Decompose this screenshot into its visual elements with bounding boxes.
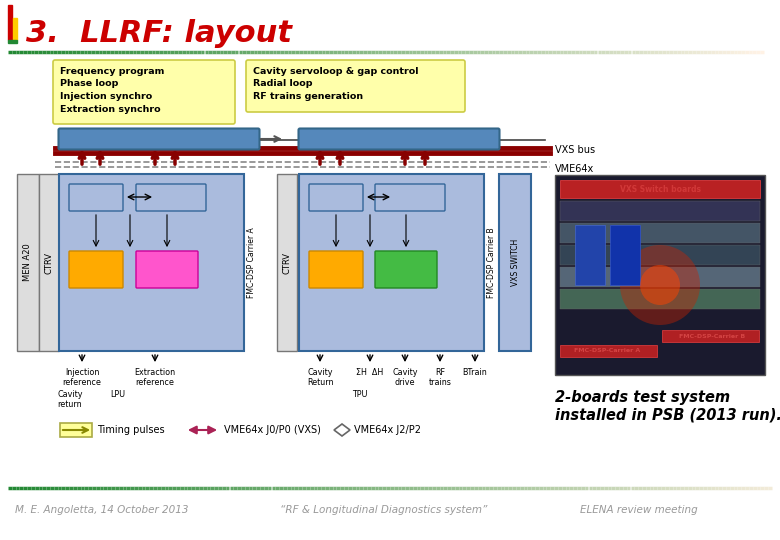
Bar: [560, 345, 657, 357]
Text: RTM A: RTM A: [140, 134, 179, 144]
Text: (FMC): (FMC): [325, 273, 347, 282]
Text: (FMC): (FMC): [156, 273, 178, 282]
Text: VXS SWITCH: VXS SWITCH: [510, 239, 519, 286]
FancyBboxPatch shape: [375, 184, 445, 211]
Text: FMC-DSP Carrier A: FMC-DSP Carrier A: [246, 227, 256, 298]
Text: (FMC): (FMC): [395, 273, 417, 282]
Bar: [13, 18, 17, 40]
FancyBboxPatch shape: [69, 251, 123, 288]
Text: Frequency program
Phase loop
Injection synchro
Extraction synchro: Frequency program Phase loop Injection s…: [60, 67, 165, 113]
Circle shape: [620, 245, 700, 325]
FancyBboxPatch shape: [375, 251, 437, 288]
Bar: [610, 225, 640, 285]
Bar: [662, 330, 759, 342]
FancyBboxPatch shape: [136, 184, 206, 211]
Text: DAC: DAC: [395, 260, 417, 270]
Text: VME64x
bus: VME64x bus: [555, 164, 594, 186]
Text: CTRV: CTRV: [44, 252, 54, 273]
FancyBboxPatch shape: [69, 184, 123, 211]
Bar: [560, 267, 760, 287]
FancyBboxPatch shape: [53, 60, 235, 124]
Text: MEN A20: MEN A20: [23, 244, 33, 281]
Text: Cavity
return: Cavity return: [57, 390, 83, 409]
Text: VXS Switch boards: VXS Switch boards: [619, 185, 700, 193]
Text: VME64x J0/P0 (VXS): VME64x J0/P0 (VXS): [224, 425, 321, 435]
Text: ADC: ADC: [84, 260, 108, 270]
FancyBboxPatch shape: [277, 174, 297, 351]
Text: Timing pulses: Timing pulses: [97, 425, 165, 435]
Text: VXS bus: VXS bus: [555, 145, 595, 155]
Text: Cavity
Return: Cavity Return: [307, 368, 333, 387]
FancyBboxPatch shape: [299, 174, 484, 351]
FancyBboxPatch shape: [136, 251, 198, 288]
Text: DSP: DSP: [85, 192, 107, 202]
Text: VME64x J2/P2: VME64x J2/P2: [354, 425, 421, 435]
Circle shape: [640, 265, 680, 305]
FancyBboxPatch shape: [17, 174, 39, 351]
Bar: [575, 225, 605, 285]
Text: Cavity
drive: Cavity drive: [392, 368, 418, 387]
Text: CTRV: CTRV: [282, 252, 292, 273]
Bar: [560, 180, 760, 198]
Text: FMC-DSP Carrier B: FMC-DSP Carrier B: [487, 227, 495, 298]
Text: FMC-DSP-Carrier A: FMC-DSP-Carrier A: [574, 348, 640, 354]
Text: FPGAs: FPGAs: [392, 192, 427, 202]
Text: RTM B: RTM B: [380, 134, 419, 144]
FancyBboxPatch shape: [309, 184, 363, 211]
Text: Cavity servoloop & gap control
Radial loop
RF trains generation: Cavity servoloop & gap control Radial lo…: [253, 67, 419, 101]
FancyBboxPatch shape: [246, 60, 465, 112]
Text: LPU: LPU: [111, 390, 126, 399]
FancyBboxPatch shape: [309, 251, 363, 288]
FancyBboxPatch shape: [59, 174, 244, 351]
Bar: [560, 201, 760, 221]
FancyBboxPatch shape: [299, 129, 499, 150]
Text: “RF & Longitudinal Diagnostics system”: “RF & Longitudinal Diagnostics system”: [280, 505, 488, 515]
Text: TPU: TPU: [353, 390, 367, 399]
Bar: [8, 40, 17, 43]
Text: ΣH  ΔH: ΣH ΔH: [356, 368, 384, 377]
Bar: [555, 175, 765, 375]
Bar: [560, 289, 760, 309]
Text: Extraction
reference: Extraction reference: [134, 368, 176, 387]
FancyBboxPatch shape: [499, 174, 531, 351]
Text: FMC-DSP-Carrier B: FMC-DSP-Carrier B: [679, 334, 746, 339]
Text: (FMC): (FMC): [85, 273, 107, 282]
Text: DDS: DDS: [155, 260, 179, 270]
Text: DSP: DSP: [325, 192, 347, 202]
Text: ELENA review meeting: ELENA review meeting: [580, 505, 698, 515]
Text: ADC: ADC: [324, 260, 347, 270]
Bar: [60, 423, 92, 437]
FancyBboxPatch shape: [39, 174, 59, 351]
Text: BTrain: BTrain: [463, 368, 488, 377]
Text: 3.  LLRF: layout: 3. LLRF: layout: [26, 19, 292, 49]
Text: M. E. Angoletta, 14 October 2013: M. E. Angoletta, 14 October 2013: [15, 505, 189, 515]
Bar: [560, 223, 760, 243]
Bar: [8, 5, 12, 40]
Text: Injection
reference: Injection reference: [62, 368, 101, 387]
Text: FPGAs: FPGAs: [154, 192, 189, 202]
FancyBboxPatch shape: [58, 129, 260, 150]
FancyArrowPatch shape: [190, 427, 215, 433]
Text: 2-boards test system
installed in PSB (2013 run).: 2-boards test system installed in PSB (2…: [555, 390, 780, 422]
Text: RF
trains: RF trains: [428, 368, 452, 387]
Bar: [560, 245, 760, 265]
